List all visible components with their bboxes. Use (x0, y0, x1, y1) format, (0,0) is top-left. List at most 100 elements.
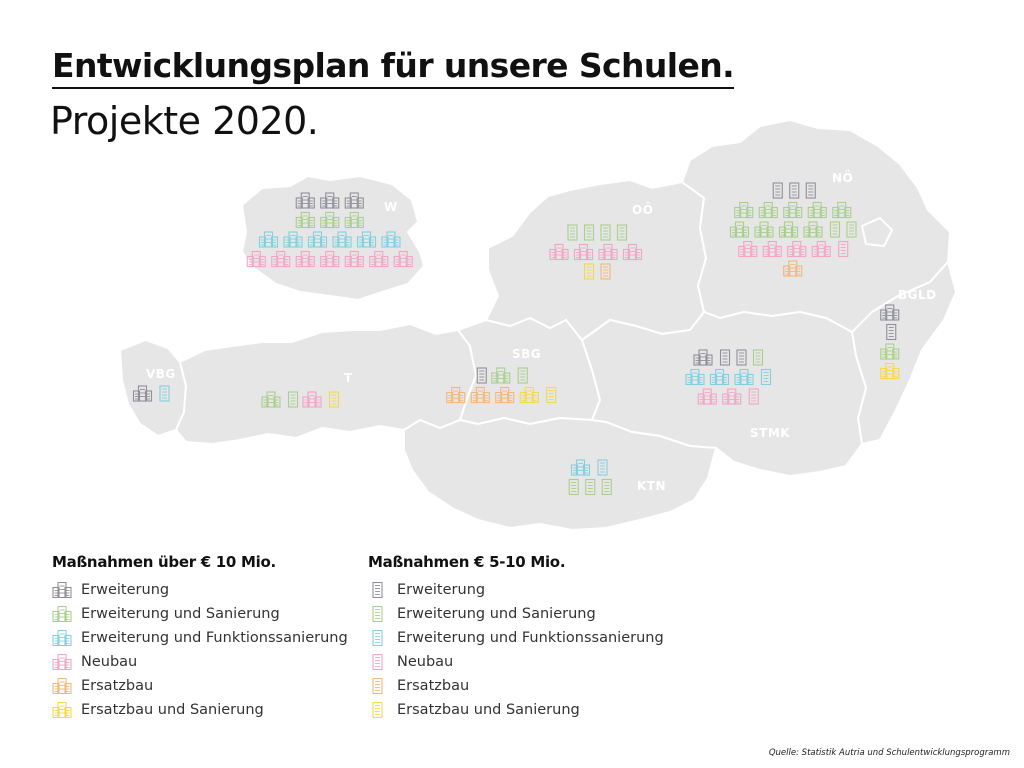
large-school-building-icon (369, 250, 389, 268)
large-school-building-icon (549, 243, 569, 261)
large-school-building-icon (570, 459, 591, 476)
large-school-building-icon (495, 386, 515, 404)
large-school-building-icon (573, 243, 594, 261)
small-school-building-icon (616, 224, 628, 241)
projects-vorarlberg (132, 385, 170, 402)
small-school-building-icon (838, 240, 849, 258)
small-school-building-icon (736, 349, 747, 366)
legend-item-erweiterung: Erweiterung (52, 578, 348, 602)
large-school-building-icon (803, 221, 823, 238)
large-school-building-icon (446, 386, 466, 404)
large-school-building-icon (332, 231, 352, 248)
legend-large-list: Erweiterung Erweiterung und Sanierung Erwe… (52, 578, 348, 722)
region-kaernten (403, 416, 718, 532)
project-icons (132, 182, 900, 496)
small-school-building-icon (752, 349, 764, 366)
small-school-building-icon (789, 182, 800, 199)
large-school-building-icon (295, 192, 315, 209)
large-school-building-icon (811, 240, 831, 258)
small-school-building-icon (546, 386, 557, 404)
legend-item-label: Ersatzbau und Sanierung (81, 702, 264, 718)
legend-item-funktionssanierung: Erweiterung und Funktionssanierung (368, 626, 664, 650)
small-school-building-icon (372, 606, 383, 622)
small-school-building-icon (159, 385, 170, 402)
projects-niederoesterreich (729, 182, 857, 277)
legend-large-projects: Maßnahmen über € 10 Mio. Erweiterung Erwe… (52, 552, 348, 722)
small-school-building-icon (719, 349, 731, 366)
large-school-building-icon (722, 388, 742, 405)
large-school-building-icon (880, 362, 900, 380)
small-school-building-icon (829, 221, 841, 238)
small-school-building-icon (760, 368, 772, 386)
large-school-building-icon (261, 391, 281, 408)
large-school-building-icon (344, 211, 364, 229)
page-title: Entwicklungsplan für unsere Schulen. (52, 46, 735, 89)
small-school-building-icon (600, 224, 611, 241)
large-school-building-icon (393, 250, 413, 268)
small-school-building-icon (597, 459, 608, 476)
large-school-building-icon (787, 240, 807, 258)
legend-heading-medium: Maßnahmen € 5-10 Mio. (368, 553, 566, 571)
legend-item-ersatzbau_sanierung: Ersatzbau und Sanierung (52, 698, 348, 722)
small-school-building-icon (748, 388, 759, 405)
large-school-building-icon (52, 654, 72, 670)
legend-item-ersatzbau: Ersatzbau (368, 674, 664, 698)
large-school-building-icon (729, 221, 750, 238)
legend-item-label: Erweiterung und Sanierung (81, 606, 280, 622)
legend-item-label: Erweiterung (81, 582, 170, 598)
legend-item-label: Ersatzbau (81, 678, 154, 694)
large-school-building-icon (734, 201, 754, 219)
large-school-building-icon (598, 243, 618, 261)
large-school-building-icon (762, 240, 782, 258)
legend-item-funktionssanierung: Erweiterung und Funktionssanierung (52, 626, 348, 650)
region-label-vorarlberg: VBG (146, 367, 176, 381)
large-school-building-icon (758, 201, 778, 219)
source-note: Quelle: Statistik Autria und Schulentwic… (768, 748, 1010, 758)
region-label-wien: W (384, 200, 398, 214)
small-school-building-icon (328, 391, 340, 408)
region-label-burgenland: BGLD (898, 288, 937, 302)
large-school-building-icon (344, 192, 364, 209)
legend-item-neubau: Neubau (52, 650, 348, 674)
legend-medium-projects: Maßnahmen € 5-10 Mio. Erweiterung Erweite… (368, 552, 664, 722)
large-school-building-icon (132, 385, 153, 402)
large-school-building-icon (470, 386, 490, 404)
legend-item-label: Ersatzbau und Sanierung (397, 702, 580, 718)
large-school-building-icon (783, 260, 803, 277)
large-school-building-icon (356, 231, 377, 248)
region-labels: W VBG T SBG OÖ NÖ BGLD STMK KTN (146, 170, 937, 493)
projects-steiermark (685, 349, 772, 405)
projects-kaernten (568, 459, 612, 496)
large-school-building-icon (344, 250, 364, 268)
large-school-building-icon (491, 367, 511, 384)
large-school-building-icon (295, 250, 315, 268)
region-label-oberoesterreich: OÖ (632, 202, 653, 217)
large-school-building-icon (622, 243, 643, 261)
projects-wien (246, 192, 413, 268)
large-school-building-icon (697, 388, 717, 405)
large-school-building-icon (734, 368, 754, 386)
small-school-building-icon (372, 630, 383, 646)
small-school-building-icon (846, 221, 857, 238)
small-school-building-icon (772, 182, 783, 199)
legend-item-erweiterung_sanierung: Erweiterung und Sanierung (52, 602, 348, 626)
large-school-building-icon (778, 221, 799, 238)
small-school-building-icon (805, 182, 816, 199)
small-school-building-icon (476, 367, 487, 384)
legend-item-erweiterung_sanierung: Erweiterung und Sanierung (368, 602, 664, 626)
legend-item-neubau: Neubau (368, 650, 664, 674)
large-school-building-icon (52, 606, 72, 622)
large-school-building-icon (880, 304, 900, 321)
region-label-kaernten: KTN (637, 479, 666, 493)
large-school-building-icon (283, 231, 303, 248)
large-school-building-icon (52, 702, 72, 718)
large-school-building-icon (738, 240, 758, 258)
legend-item-label: Erweiterung und Funktionssanierung (81, 630, 348, 646)
austria-map: W VBG T SBG OÖ NÖ BGLD STMK KTN (118, 118, 958, 532)
page-subtitle: Projekte 2020. (50, 99, 319, 143)
large-school-building-icon (807, 201, 827, 219)
large-school-building-icon (320, 192, 340, 209)
large-school-building-icon (381, 231, 401, 248)
region-label-salzburg: SBG (512, 347, 541, 361)
legend-heading-large: Maßnahmen über € 10 Mio. (52, 553, 276, 571)
